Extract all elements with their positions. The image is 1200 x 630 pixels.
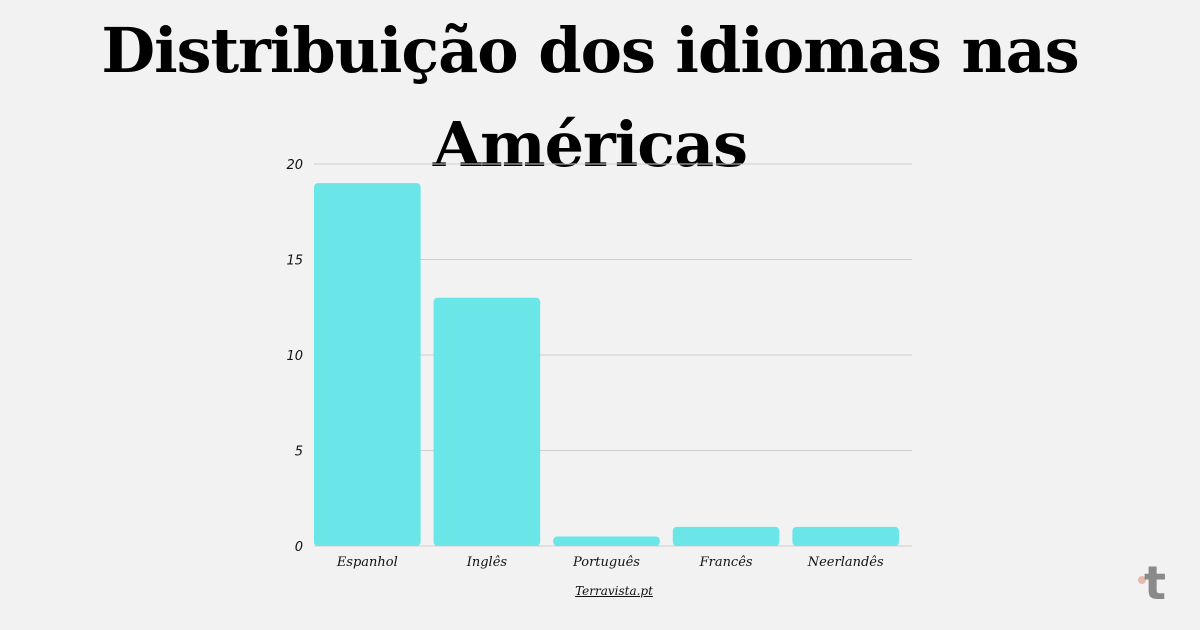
logo-letter: t (1144, 556, 1166, 610)
y-tick-label: 10 (286, 349, 303, 364)
x-category-label: Inglês (466, 555, 508, 570)
x-category-label: Francês (699, 555, 753, 570)
y-axis-ticks: 0 5 10 15 20 (286, 158, 303, 555)
x-category-label: Espanhol (336, 555, 398, 570)
bar-português (553, 536, 660, 546)
logo-dot-icon (1138, 576, 1146, 584)
x-category-label: Neerlandês (807, 555, 884, 570)
chart-title: Distribuição dos idiomas nas Américas (101, 14, 1079, 181)
bar-francês (672, 526, 780, 546)
bars (314, 183, 899, 546)
y-tick-label: 20 (286, 158, 303, 173)
x-category-label: Português (572, 555, 640, 570)
y-tick-label: 5 (295, 445, 303, 460)
y-tick-label: 15 (286, 254, 303, 269)
bar-inglês (433, 297, 541, 546)
source-link[interactable]: Terravista.pt (575, 584, 653, 598)
bar-neerlandês (792, 526, 899, 546)
terravista-logo: t (1138, 556, 1178, 610)
x-axis-labels: Espanhol Inglês Português Francês Neerlandês (336, 555, 884, 570)
y-tick-label: 0 (295, 540, 303, 555)
bar-espanhol (314, 183, 421, 546)
